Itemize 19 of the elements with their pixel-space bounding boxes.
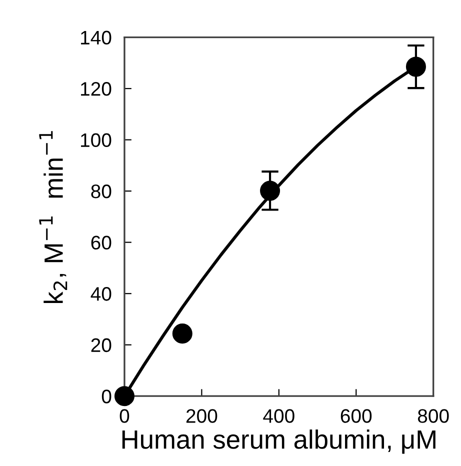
y-axis-title: k$_{2}$, M$^{−1}$ min$^{−1}$ (39, 131, 68, 304)
x-tick-label: 0 (120, 409, 130, 423)
x-tick-label: 600 (340, 409, 372, 423)
x-tick-label: 400 (263, 409, 294, 423)
y-tick-label: 40 (90, 287, 112, 301)
y-tick-label: 140 (81, 30, 112, 45)
point (260, 180, 280, 201)
point (172, 324, 192, 344)
x-axis-title: Human serum albumin, μM (122, 430, 436, 454)
y-tick-label: 100 (81, 133, 112, 148)
y-tick-label: 120 (81, 82, 112, 96)
point (114, 386, 134, 406)
y-tick-label: 80 (91, 184, 112, 198)
y-tick-label: 20 (91, 338, 112, 352)
point (406, 56, 426, 77)
y-tick-label: 0 (102, 390, 112, 404)
y-tick-label: 60 (91, 236, 112, 250)
x-tick-label: 200 (186, 409, 218, 423)
x-tick-label: 800 (418, 409, 449, 423)
